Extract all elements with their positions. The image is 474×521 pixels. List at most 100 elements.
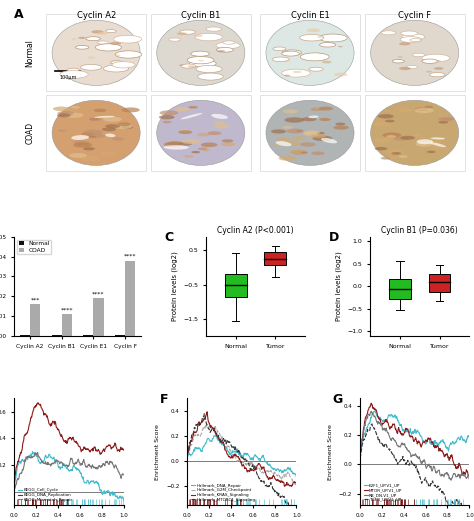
RB_DN.V1_UP	[450, 473, 456, 479]
Ellipse shape	[282, 69, 310, 77]
Ellipse shape	[198, 60, 204, 61]
Ellipse shape	[311, 152, 325, 155]
RB_DN.V1_UP	[357, 452, 363, 458]
Ellipse shape	[309, 67, 323, 71]
Bar	[83, 335, 93, 336]
Text: G: G	[333, 393, 343, 406]
Ellipse shape	[157, 100, 245, 166]
Ellipse shape	[178, 130, 192, 134]
Ellipse shape	[95, 44, 121, 51]
Ellipse shape	[415, 107, 428, 111]
Ellipse shape	[282, 51, 300, 56]
Ellipse shape	[91, 30, 103, 33]
Ellipse shape	[334, 72, 347, 77]
Hallmark_DNA_Repair	[184, 458, 190, 464]
Ellipse shape	[223, 41, 235, 44]
Hallmark_KRAS_Signaling	[184, 458, 190, 464]
Ellipse shape	[181, 64, 196, 68]
Text: ****: ****	[92, 292, 105, 296]
Ellipse shape	[292, 71, 301, 73]
Hallmark_KRAS_Signaling	[277, 478, 283, 485]
Ellipse shape	[164, 142, 182, 147]
Ellipse shape	[266, 20, 354, 85]
KEGG_DNA_Replication	[77, 443, 82, 450]
Ellipse shape	[106, 30, 117, 33]
Ellipse shape	[201, 143, 218, 147]
Ellipse shape	[292, 137, 306, 141]
Ellipse shape	[191, 51, 210, 56]
TGFB_UP.V1_UP	[357, 455, 363, 461]
KEGG_DNA_Replication	[111, 443, 117, 449]
Legend: E2F1_UP.V1_UP, MTOR_UP.V1_UP, RB_DN.V1_UP, TGFB_UP.V1_UP: E2F1_UP.V1_UP, MTOR_UP.V1_UP, RB_DN.V1_U…	[362, 482, 404, 503]
Ellipse shape	[414, 109, 430, 114]
Hallmark_G2M_Checkpoint	[184, 458, 190, 464]
Ellipse shape	[81, 156, 100, 162]
Ellipse shape	[322, 61, 332, 64]
Ellipse shape	[388, 156, 396, 159]
Ellipse shape	[273, 47, 286, 51]
Ellipse shape	[424, 106, 433, 108]
Ellipse shape	[307, 29, 320, 32]
Ellipse shape	[431, 145, 447, 150]
Ellipse shape	[157, 20, 245, 85]
Ellipse shape	[430, 138, 445, 140]
Ellipse shape	[86, 36, 100, 41]
Ellipse shape	[69, 153, 87, 158]
Hallmark_DNA_Repair	[284, 467, 290, 473]
Ellipse shape	[381, 157, 391, 159]
Line: E2F1_UP.V1_UP: E2F1_UP.V1_UP	[360, 411, 469, 464]
Ellipse shape	[184, 155, 194, 158]
Ellipse shape	[275, 141, 292, 146]
Ellipse shape	[315, 107, 323, 109]
Ellipse shape	[71, 135, 89, 140]
Ellipse shape	[113, 124, 132, 129]
Text: ****: ****	[61, 307, 73, 313]
Ellipse shape	[115, 54, 120, 56]
Hallmark_DNA_Repair	[277, 468, 283, 475]
Legend: Normal, COAD: Normal, COAD	[17, 240, 51, 254]
Ellipse shape	[75, 45, 89, 49]
Ellipse shape	[102, 128, 116, 131]
Ellipse shape	[58, 130, 66, 132]
Ellipse shape	[99, 46, 109, 49]
KEGG_Mismatch_Repair	[35, 449, 40, 455]
Ellipse shape	[266, 100, 354, 166]
MTOR_UP.V1_UP	[422, 438, 428, 444]
Hallmark_KRAS_Signaling	[289, 483, 294, 490]
Ellipse shape	[114, 35, 142, 43]
FancyBboxPatch shape	[260, 15, 360, 91]
Ellipse shape	[81, 65, 102, 70]
Ellipse shape	[273, 143, 281, 145]
Ellipse shape	[88, 57, 95, 59]
Ellipse shape	[71, 106, 80, 109]
Ellipse shape	[112, 138, 124, 141]
Ellipse shape	[282, 50, 301, 55]
Hallmark_MTORC1_Signaling	[252, 463, 257, 469]
Ellipse shape	[426, 141, 441, 145]
Ellipse shape	[179, 65, 184, 66]
Ellipse shape	[94, 116, 115, 118]
Bar	[20, 335, 30, 336]
Ellipse shape	[187, 56, 214, 64]
Text: 100μm: 100μm	[59, 76, 76, 80]
Ellipse shape	[412, 133, 422, 137]
Text: COAD: COAD	[26, 122, 35, 144]
E2F1_UP.V1_UP	[357, 453, 363, 460]
Text: A: A	[14, 8, 24, 21]
Bar	[428, 274, 450, 292]
Ellipse shape	[105, 124, 120, 128]
Ellipse shape	[300, 142, 316, 146]
Bar	[125, 260, 135, 336]
Hallmark_G2M_Checkpoint	[284, 472, 290, 478]
E2F1_UP.V1_UP	[372, 408, 378, 414]
RB_DN.V1_UP	[424, 464, 430, 470]
Ellipse shape	[284, 60, 291, 61]
Ellipse shape	[310, 133, 326, 138]
Ellipse shape	[378, 114, 394, 118]
Ellipse shape	[101, 152, 116, 155]
Hallmark_G2M_Checkpoint	[293, 480, 299, 487]
Y-axis label: Enrichment Score: Enrichment Score	[155, 424, 161, 480]
Hallmark_MTORC1_Signaling	[250, 462, 255, 468]
Legend: KEGG_Cell_Cycle, KEGG_DNA_Replication, KEGG_Mismatch_Repair: KEGG_Cell_Cycle, KEGG_DNA_Replication, K…	[16, 487, 74, 503]
Line: KEGG_Mismatch_Repair: KEGG_Mismatch_Repair	[14, 452, 124, 492]
